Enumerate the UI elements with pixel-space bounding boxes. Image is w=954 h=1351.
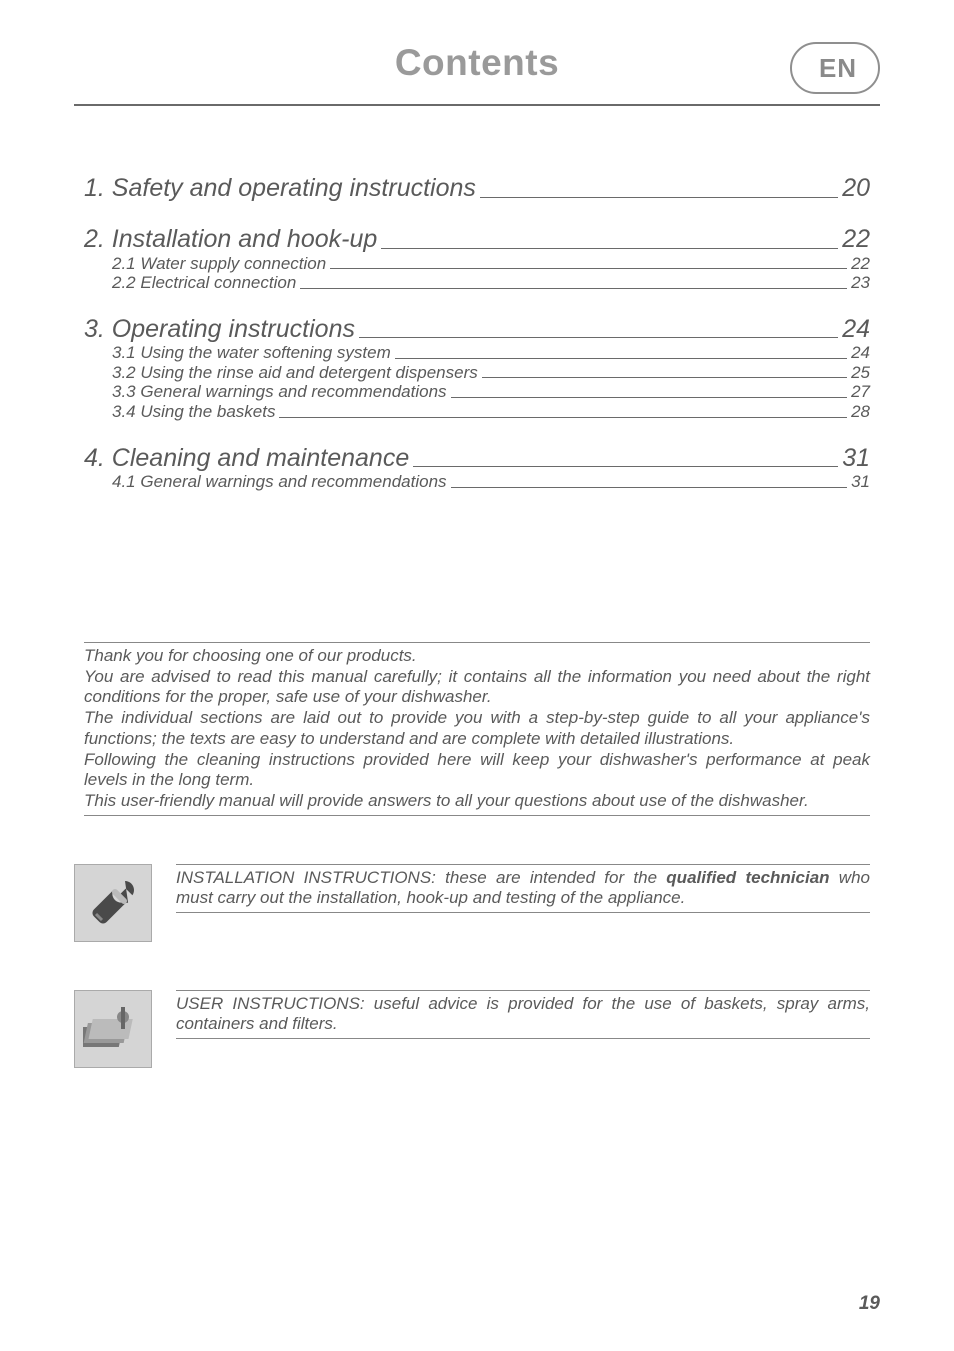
toc-label: 4. Cleaning and maintenance xyxy=(84,444,409,473)
toc-leader xyxy=(359,337,838,338)
toc-page: 24 xyxy=(851,343,870,363)
toc-subentry: 4.1 General warnings and recommendations… xyxy=(84,472,870,492)
toc-page: 24 xyxy=(842,315,870,344)
toc-leader xyxy=(413,466,838,467)
toc-page: 22 xyxy=(842,225,870,254)
intro-line: The individual sections are laid out to … xyxy=(84,708,870,749)
table-of-contents: 1. Safety and operating instructions 20 … xyxy=(74,174,880,492)
components-icon-svg xyxy=(83,999,143,1059)
toc-subentry: 3.1 Using the water softening system 24 xyxy=(84,343,870,363)
page-number: 19 xyxy=(859,1293,880,1315)
toc-page: 27 xyxy=(851,382,870,402)
toc-leader xyxy=(279,417,847,418)
toc-label: 3.1 Using the water softening system xyxy=(84,343,391,363)
toc-entry: 4. Cleaning and maintenance 31 xyxy=(84,444,870,473)
toc-label: 1. Safety and operating instructions xyxy=(84,174,476,203)
toc-entry: 1. Safety and operating instructions 20 xyxy=(84,174,870,203)
user-instructions-block: USER INSTRUCTIONS: useful advice is prov… xyxy=(74,990,870,1068)
dishwasher-components-icon xyxy=(74,990,152,1068)
toc-page: 31 xyxy=(842,444,870,473)
toc-group-2: 2. Installation and hook-up 22 2.1 Water… xyxy=(84,225,870,293)
toc-label: 4.1 General warnings and recommendations xyxy=(84,472,447,492)
toc-page: 23 xyxy=(851,273,870,293)
user-instructions-text: USER INSTRUCTIONS: useful advice is prov… xyxy=(176,990,870,1039)
toc-group-1: 1. Safety and operating instructions 20 xyxy=(84,174,870,203)
toc-leader xyxy=(480,197,838,198)
toc-leader xyxy=(300,288,847,289)
toc-leader xyxy=(381,248,838,249)
toc-group-3: 3. Operating instructions 24 3.1 Using t… xyxy=(84,315,870,422)
toc-label: 2.2 Electrical connection xyxy=(84,273,296,293)
toc-label: 3.4 Using the baskets xyxy=(84,402,275,422)
page-header: Contents EN xyxy=(74,42,880,94)
toc-subentry: 3.2 Using the rinse aid and detergent di… xyxy=(84,363,870,383)
wrench-icon xyxy=(74,864,152,942)
toc-leader xyxy=(330,268,847,269)
installation-instructions-text: INSTALLATION INSTRUCTIONS: these are int… xyxy=(176,864,870,913)
install-bold: qualified technician xyxy=(666,868,829,887)
install-pre: INSTALLATION INSTRUCTIONS: these are int… xyxy=(176,868,666,887)
toc-page: 20 xyxy=(842,174,870,203)
toc-subentry: 3.4 Using the baskets 28 xyxy=(84,402,870,422)
toc-entry: 2. Installation and hook-up 22 xyxy=(84,225,870,254)
language-badge-text: EN xyxy=(819,53,857,84)
page-title: Contents xyxy=(395,42,559,83)
toc-label: 2.1 Water supply connection xyxy=(84,254,326,274)
toc-subentry: 2.2 Electrical connection 23 xyxy=(84,273,870,293)
intro-line: Following the cleaning instructions prov… xyxy=(84,750,870,791)
toc-label: 3. Operating instructions xyxy=(84,315,355,344)
header-rule xyxy=(74,104,880,106)
toc-page: 31 xyxy=(851,472,870,492)
toc-page: 25 xyxy=(851,363,870,383)
toc-leader xyxy=(395,358,847,359)
toc-page: 28 xyxy=(851,402,870,422)
intro-line: This user-friendly manual will provide a… xyxy=(84,791,870,812)
toc-entry: 3. Operating instructions 24 xyxy=(84,315,870,344)
intro-line: Thank you for choosing one of our produc… xyxy=(84,646,870,667)
toc-leader xyxy=(451,487,848,488)
installation-instructions-block: INSTALLATION INSTRUCTIONS: these are int… xyxy=(74,864,870,942)
wrench-icon-svg xyxy=(85,875,141,931)
toc-label: 3.2 Using the rinse aid and detergent di… xyxy=(84,363,478,383)
title-wrap: Contents xyxy=(74,42,790,84)
page-root: Contents EN 1. Safety and operating inst… xyxy=(0,0,954,1351)
intro-line: You are advised to read this manual care… xyxy=(84,667,870,708)
toc-label: 2. Installation and hook-up xyxy=(84,225,377,254)
toc-subentry: 2.1 Water supply connection 22 xyxy=(84,254,870,274)
user-text: USER INSTRUCTIONS: useful advice is prov… xyxy=(176,994,870,1034)
toc-label: 3.3 General warnings and recommendations xyxy=(84,382,447,402)
toc-leader xyxy=(482,377,847,378)
intro-box: Thank you for choosing one of our produc… xyxy=(84,642,870,816)
toc-subentry: 3.3 General warnings and recommendations… xyxy=(84,382,870,402)
toc-group-4: 4. Cleaning and maintenance 31 4.1 Gener… xyxy=(84,444,870,492)
toc-page: 22 xyxy=(851,254,870,274)
toc-leader xyxy=(451,397,848,398)
language-badge: EN xyxy=(790,42,880,94)
